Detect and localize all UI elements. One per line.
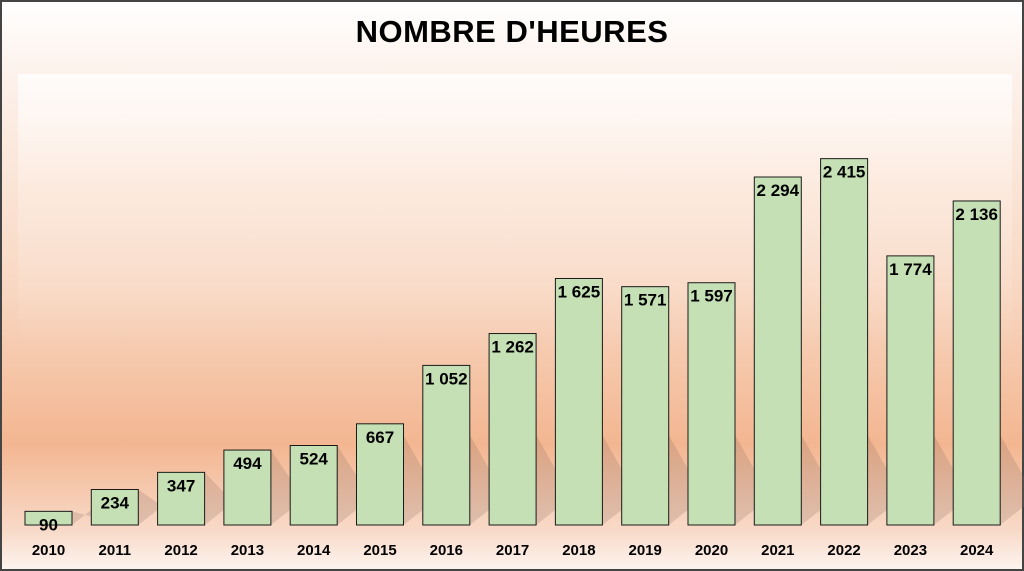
data-label-2022: 2 415 — [823, 163, 866, 182]
x-tick-2018: 2018 — [562, 542, 595, 559]
x-tick-2011: 2011 — [99, 542, 132, 559]
data-label-2012: 347 — [167, 476, 195, 495]
bar-2014 — [289, 445, 338, 526]
bar-shadow — [204, 472, 233, 525]
x-tick-2015: 2015 — [363, 542, 396, 559]
bar-2021 — [753, 176, 802, 526]
x-tick-2021: 2021 — [761, 542, 794, 559]
data-label-2018: 1 625 — [558, 282, 601, 301]
data-label-2017: 1 262 — [491, 338, 534, 357]
x-tick-2017: 2017 — [496, 542, 529, 559]
x-tick-2023: 2023 — [894, 542, 927, 559]
x-tick-2016: 2016 — [430, 542, 463, 559]
x-tick-2024: 2024 — [960, 542, 994, 559]
bar-2017 — [488, 333, 537, 526]
bar-2022 — [820, 158, 869, 526]
bar-2010 — [24, 510, 73, 526]
x-tick-2014: 2014 — [297, 542, 331, 559]
x-tick-2010: 2010 — [32, 542, 65, 559]
bar-2019 — [621, 286, 670, 526]
bar-2018 — [554, 277, 603, 526]
chart-title: NOMBRE D'HEURES — [355, 14, 669, 49]
data-label-2020: 1 597 — [690, 287, 733, 306]
x-tick-2020: 2020 — [695, 542, 728, 559]
bar-2011 — [90, 489, 139, 526]
data-label-2010: 90 — [39, 515, 58, 534]
x-tick-2022: 2022 — [827, 542, 860, 559]
bar-2015 — [356, 423, 404, 526]
data-label-2016: 1 052 — [425, 369, 468, 388]
x-tick-2019: 2019 — [629, 542, 662, 559]
x-tick-2013: 2013 — [231, 542, 264, 559]
bar-2023 — [886, 255, 935, 526]
data-label-2011: 234 — [101, 494, 130, 513]
bar-2016 — [422, 364, 471, 526]
bar-2012 — [157, 471, 206, 526]
data-label-2024: 2 136 — [955, 205, 998, 224]
data-label-2019: 1 571 — [624, 291, 667, 310]
bar-shadow — [1000, 435, 1024, 525]
data-label-2013: 494 — [233, 454, 262, 473]
data-label-2014: 524 — [300, 450, 329, 469]
x-tick-2012: 2012 — [164, 542, 197, 559]
data-label-2021: 2 294 — [757, 181, 800, 200]
data-label-2015: 667 — [366, 428, 394, 447]
bar-2020 — [687, 282, 736, 526]
bar-shadow — [138, 489, 167, 525]
bar-2013 — [223, 449, 272, 526]
data-label-2023: 1 774 — [889, 260, 932, 279]
bar-2024 — [952, 200, 1001, 526]
